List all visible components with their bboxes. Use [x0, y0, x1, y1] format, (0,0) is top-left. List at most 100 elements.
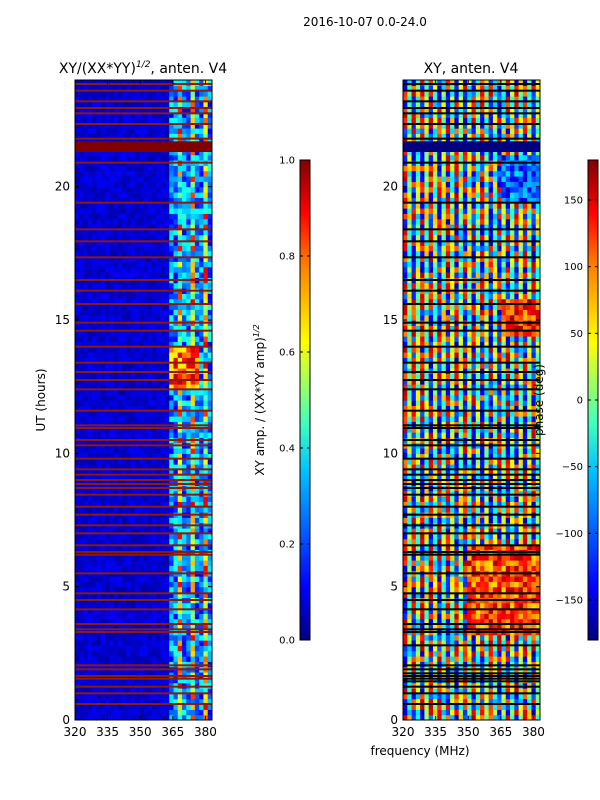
heatmap-cell: [186, 101, 192, 108]
heatmap-cell: [79, 400, 85, 406]
heatmap-cell: [96, 149, 102, 156]
heatmap-cell: [134, 336, 140, 342]
heatmap-cell: [182, 293, 187, 300]
heatmap-cell: [126, 378, 132, 385]
heatmap-cell: [484, 704, 490, 710]
heatmap-cell: [164, 90, 170, 97]
heatmap-cell: [177, 213, 183, 220]
heatmap-cell: [130, 112, 136, 118]
amplitude-title: XY/(XX*YY)1/2, anten. V4: [59, 60, 227, 77]
heatmap-cell: [147, 400, 153, 406]
heatmap-cell: [87, 373, 93, 380]
heatmap-cell: [92, 325, 98, 332]
heatmap-cell: [173, 554, 179, 561]
heatmap-cell: [445, 672, 451, 678]
heatmap-cell: [126, 613, 132, 620]
heatmap-cell: [177, 336, 183, 342]
heatmap-cell: [113, 656, 119, 662]
heatmap-cell: [177, 128, 183, 134]
heatmap-cell: [173, 677, 179, 684]
heatmap-cell: [130, 645, 136, 652]
heatmap-cell: [134, 405, 140, 412]
heatmap-cell: [75, 464, 80, 470]
heatmap-cell: [104, 181, 110, 188]
heatmap-cell: [488, 586, 494, 593]
heatmap-cell: [169, 362, 175, 369]
heatmap-cell: [92, 101, 98, 108]
heatmap-cell: [445, 576, 451, 582]
heatmap-cell: [75, 714, 80, 720]
heatmap-cell: [83, 186, 89, 193]
heatmap-cell: [407, 634, 413, 641]
heatmap-cell: [501, 554, 507, 561]
heatmap-cell: [96, 560, 102, 566]
heatmap-cell: [79, 192, 85, 198]
heatmap-cell: [109, 106, 115, 113]
heatmap-cell: [186, 565, 192, 572]
heatmap-cell: [194, 698, 200, 705]
heatmap-cell: [152, 122, 157, 129]
heatmap-cell: [130, 656, 136, 662]
heatmap-cell: [514, 650, 520, 657]
heatmap-cell: [100, 640, 106, 646]
heatmap-cell: [467, 624, 473, 630]
heatmap-cell: [522, 645, 528, 652]
heatmap-cell: [475, 554, 481, 561]
heatmap-cell: [458, 693, 464, 700]
heatmap-cell: [96, 506, 102, 513]
heatmap-cell: [134, 192, 140, 198]
heatmap-cell: [182, 581, 187, 588]
heatmap-cell: [75, 176, 80, 182]
heatmap-cell: [134, 330, 140, 337]
heatmap-cell: [182, 698, 187, 705]
heatmap-cell: [424, 677, 430, 684]
heatmap-cell: [194, 709, 200, 716]
heatmap-cell: [186, 394, 192, 401]
heatmap-cell: [164, 197, 170, 204]
heatmap-cell: [160, 256, 166, 262]
heatmap-cell: [203, 181, 209, 188]
heatmap-cell: [130, 304, 136, 310]
heatmap-cell: [194, 304, 200, 310]
heatmap-cell: [173, 698, 179, 705]
heatmap-cell: [420, 677, 426, 684]
heatmap-cell: [109, 496, 115, 502]
heatmap-cell: [194, 272, 200, 278]
heatmap-cell: [100, 266, 106, 273]
heatmap-cell: [79, 634, 85, 641]
heatmap-cell: [156, 112, 162, 118]
heatmap-cell: [96, 480, 102, 486]
heatmap-cell: [122, 645, 127, 652]
heatmap-cell: [134, 480, 140, 486]
heatmap-cell: [117, 101, 123, 108]
heatmap-cell: [96, 544, 102, 550]
heatmap-cell: [190, 170, 196, 177]
heatmap-cell: [160, 464, 166, 470]
heatmap-cell: [177, 453, 183, 460]
heatmap-cell: [164, 448, 170, 454]
heatmap-cell: [501, 693, 507, 700]
heatmap-cell: [147, 432, 153, 438]
heatmap-cell: [75, 501, 80, 508]
heatmap-cell: [203, 298, 209, 305]
heatmap-cell: [437, 560, 443, 566]
heatmap-cell: [126, 618, 132, 625]
x-tick-label: 350: [129, 725, 152, 739]
heatmap-cell: [139, 469, 145, 476]
heatmap-cell: [492, 592, 498, 598]
heatmap-cell: [169, 613, 175, 620]
heatmap-cell: [514, 554, 520, 561]
heatmap-cell: [190, 346, 196, 353]
heatmap-cell: [173, 250, 179, 257]
heatmap-cell: [169, 128, 175, 134]
heatmap-cell: [522, 698, 528, 705]
heatmap-cell: [497, 650, 503, 657]
heatmap-cell: [432, 645, 438, 652]
heatmap-cell: [126, 314, 132, 321]
heatmap-cell: [152, 357, 157, 364]
heatmap-cell: [130, 592, 136, 598]
heatmap-cell: [522, 554, 528, 561]
heatmap-cell: [411, 645, 417, 652]
heatmap-cell: [122, 554, 127, 561]
heatmap-cell: [164, 298, 170, 305]
